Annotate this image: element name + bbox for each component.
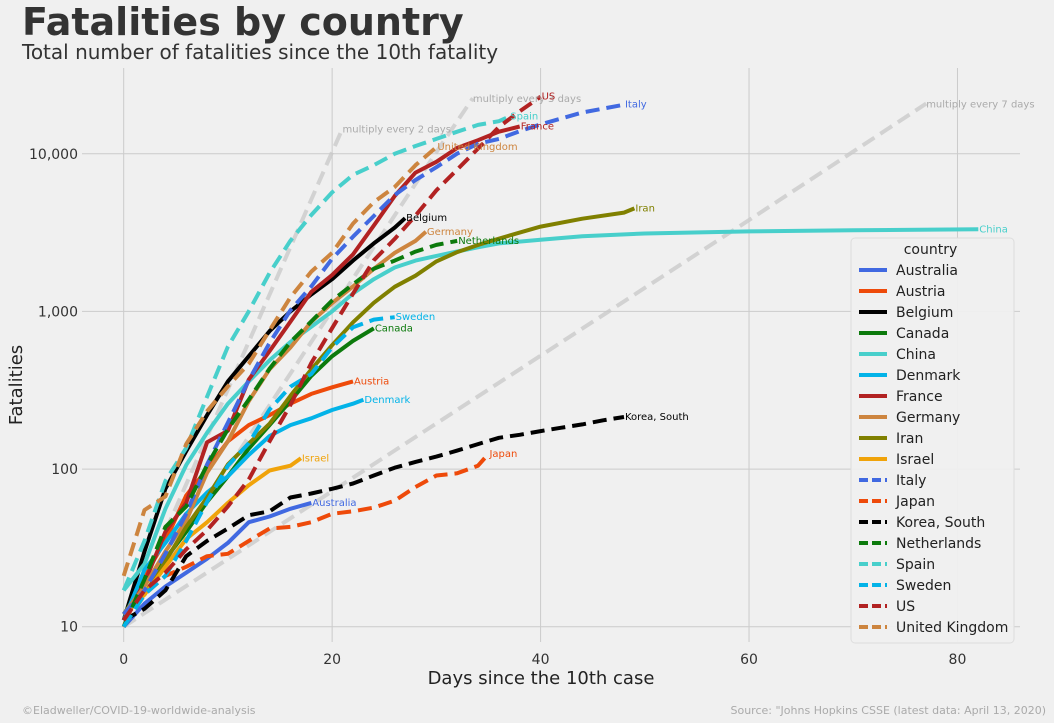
series-end-label: Canada (375, 323, 413, 334)
series-line (122, 95, 542, 622)
series-end-label: Belgium (406, 213, 447, 224)
reference-line (122, 101, 928, 629)
series-end-label: France (521, 121, 554, 132)
legend-entry: Denmark (896, 368, 961, 384)
legend-entry: Japan (895, 494, 935, 510)
x-tick-label: 40 (532, 652, 550, 668)
reference-line-label: multiply every 3 days (473, 94, 581, 105)
y-tick-label: 10 (60, 620, 78, 636)
series-line (122, 102, 625, 616)
series-end-label: Italy (625, 100, 647, 111)
legend: country Australia Austria Belgium Canada Chin… (850, 237, 1015, 644)
series-line (121, 397, 365, 621)
legend-entry: Spain (896, 557, 935, 573)
x-tick-label: 20 (323, 652, 341, 668)
legend-entry: Belgium (896, 305, 953, 321)
series-line (121, 114, 511, 592)
legend-entry: Italy (896, 473, 926, 489)
series-line (122, 415, 625, 622)
legend-entry: Germany (896, 410, 960, 426)
legend-entry: Canada (896, 326, 949, 342)
y-tick-label: 10,000 (29, 147, 78, 163)
series-line (121, 145, 438, 577)
legend-entry: Israel (896, 452, 934, 468)
series-end-label: Australia (312, 498, 356, 509)
legend-entry: United Kingdom (896, 620, 1008, 636)
y-axis-label: Fatalities (6, 345, 27, 425)
legend-entry: Austria (896, 284, 945, 300)
legend-entry: Netherlands (896, 536, 981, 552)
series-end-label: Denmark (364, 395, 410, 406)
y-tick-label: 1,000 (38, 304, 78, 320)
series-end-label: Spain (510, 112, 538, 123)
x-axis-label: Days since the 10th case (428, 668, 655, 689)
footer-source: Source: "Johns Hopkins CSSE (latest data… (730, 704, 1047, 717)
x-tick-label: 0 (119, 652, 128, 668)
series-end-label: Iran (635, 203, 655, 214)
series-end-label: China (979, 224, 1008, 235)
legend-title: country (904, 242, 958, 258)
legend-entry: China (896, 347, 936, 363)
series-end-label: Netherlands (458, 236, 519, 247)
end-labels: multiply every 2 days multiply every 3 da… (302, 92, 1035, 509)
x-tick-label: 80 (949, 652, 967, 668)
series-end-label: United Kingdom (437, 142, 517, 153)
reference-line-label: multiply every 7 days (926, 100, 1034, 111)
legend-entry: Iran (896, 431, 923, 447)
axes: 0 20 40 60 80 10 100 1,000 10,000 Days since the … (6, 147, 966, 689)
page-title: Fatalities by country (22, 0, 464, 44)
series-line (122, 500, 312, 629)
legend-entry: US (896, 599, 915, 615)
legend-entry: France (896, 389, 943, 405)
series-lines (121, 95, 979, 629)
series-end-label: US (542, 92, 556, 103)
legend-entry: Korea, South (896, 515, 985, 531)
series-end-label: Sweden (396, 312, 436, 323)
series-line (121, 124, 521, 622)
series-end-label: Austria (354, 376, 389, 387)
legend-box (850, 237, 1015, 644)
x-tick-label: 60 (740, 652, 758, 668)
series-line (122, 206, 636, 616)
series-end-label: Korea, South (625, 412, 689, 423)
series-line (122, 227, 979, 592)
series-end-label: Israel (302, 453, 329, 464)
series-line (121, 238, 458, 628)
y-tick-label: 100 (51, 462, 78, 478)
legend-entry: Sweden (896, 578, 951, 594)
page-subtitle: Total number of fatalities since the 10t… (22, 40, 499, 64)
legend-entry: Australia (896, 263, 958, 279)
series-line (122, 452, 490, 628)
series-end-label: Germany (427, 227, 473, 238)
series-end-label: Japan (488, 449, 517, 460)
footer-credit: ©Eladweller/COVID-19-worldwide-analysis (22, 704, 256, 717)
reference-line-label: multiply every 2 days (343, 124, 451, 135)
